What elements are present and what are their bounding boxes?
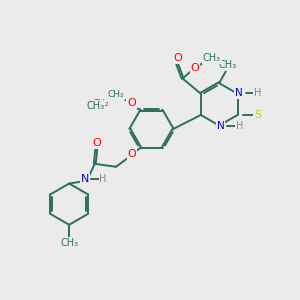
Text: CH₃: CH₃ — [86, 100, 104, 111]
Text: O: O — [92, 138, 100, 148]
Text: N: N — [235, 88, 243, 98]
Text: N: N — [81, 174, 90, 184]
Text: CH₂: CH₂ — [108, 90, 124, 99]
Text: O: O — [190, 63, 199, 73]
Text: H: H — [254, 88, 261, 98]
Text: H: H — [236, 121, 243, 131]
Text: O: O — [173, 53, 182, 63]
Text: H: H — [99, 174, 107, 184]
Text: O: O — [128, 149, 136, 159]
Text: CH₃: CH₃ — [203, 53, 221, 63]
Text: CH₃: CH₃ — [219, 60, 237, 70]
Text: N: N — [217, 121, 224, 131]
Text: S: S — [254, 110, 261, 120]
Text: O: O — [127, 98, 136, 108]
Text: CH₃: CH₃ — [60, 238, 78, 248]
Text: CH₂: CH₂ — [93, 99, 109, 108]
